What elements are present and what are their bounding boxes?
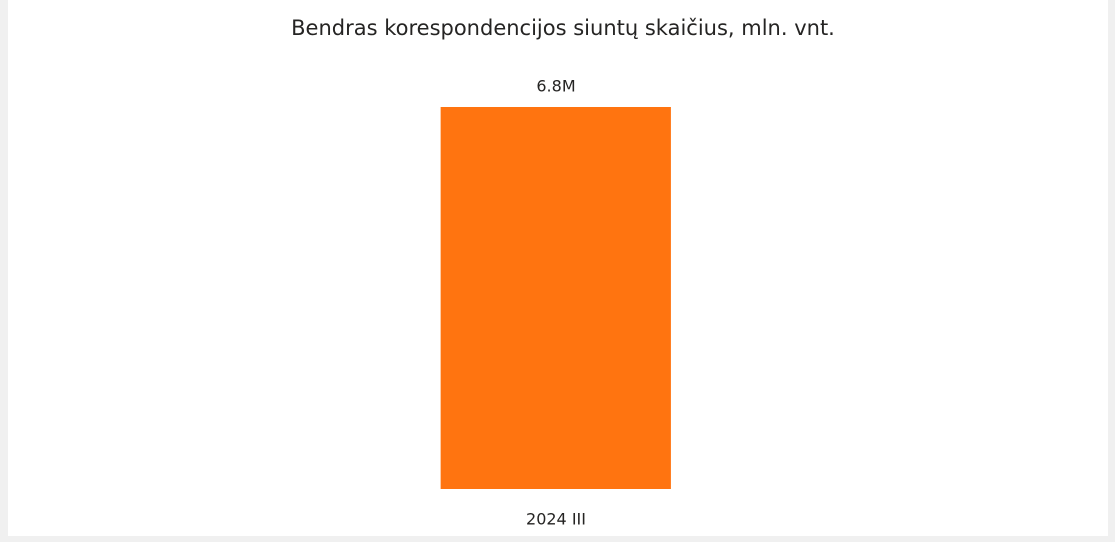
data-label: 6.8M: [536, 77, 575, 96]
chart-title: Bendras korespondencijos siuntų skaičius…: [291, 16, 835, 40]
bar: [440, 107, 671, 489]
x-tick-label: 2024 III: [526, 510, 586, 529]
